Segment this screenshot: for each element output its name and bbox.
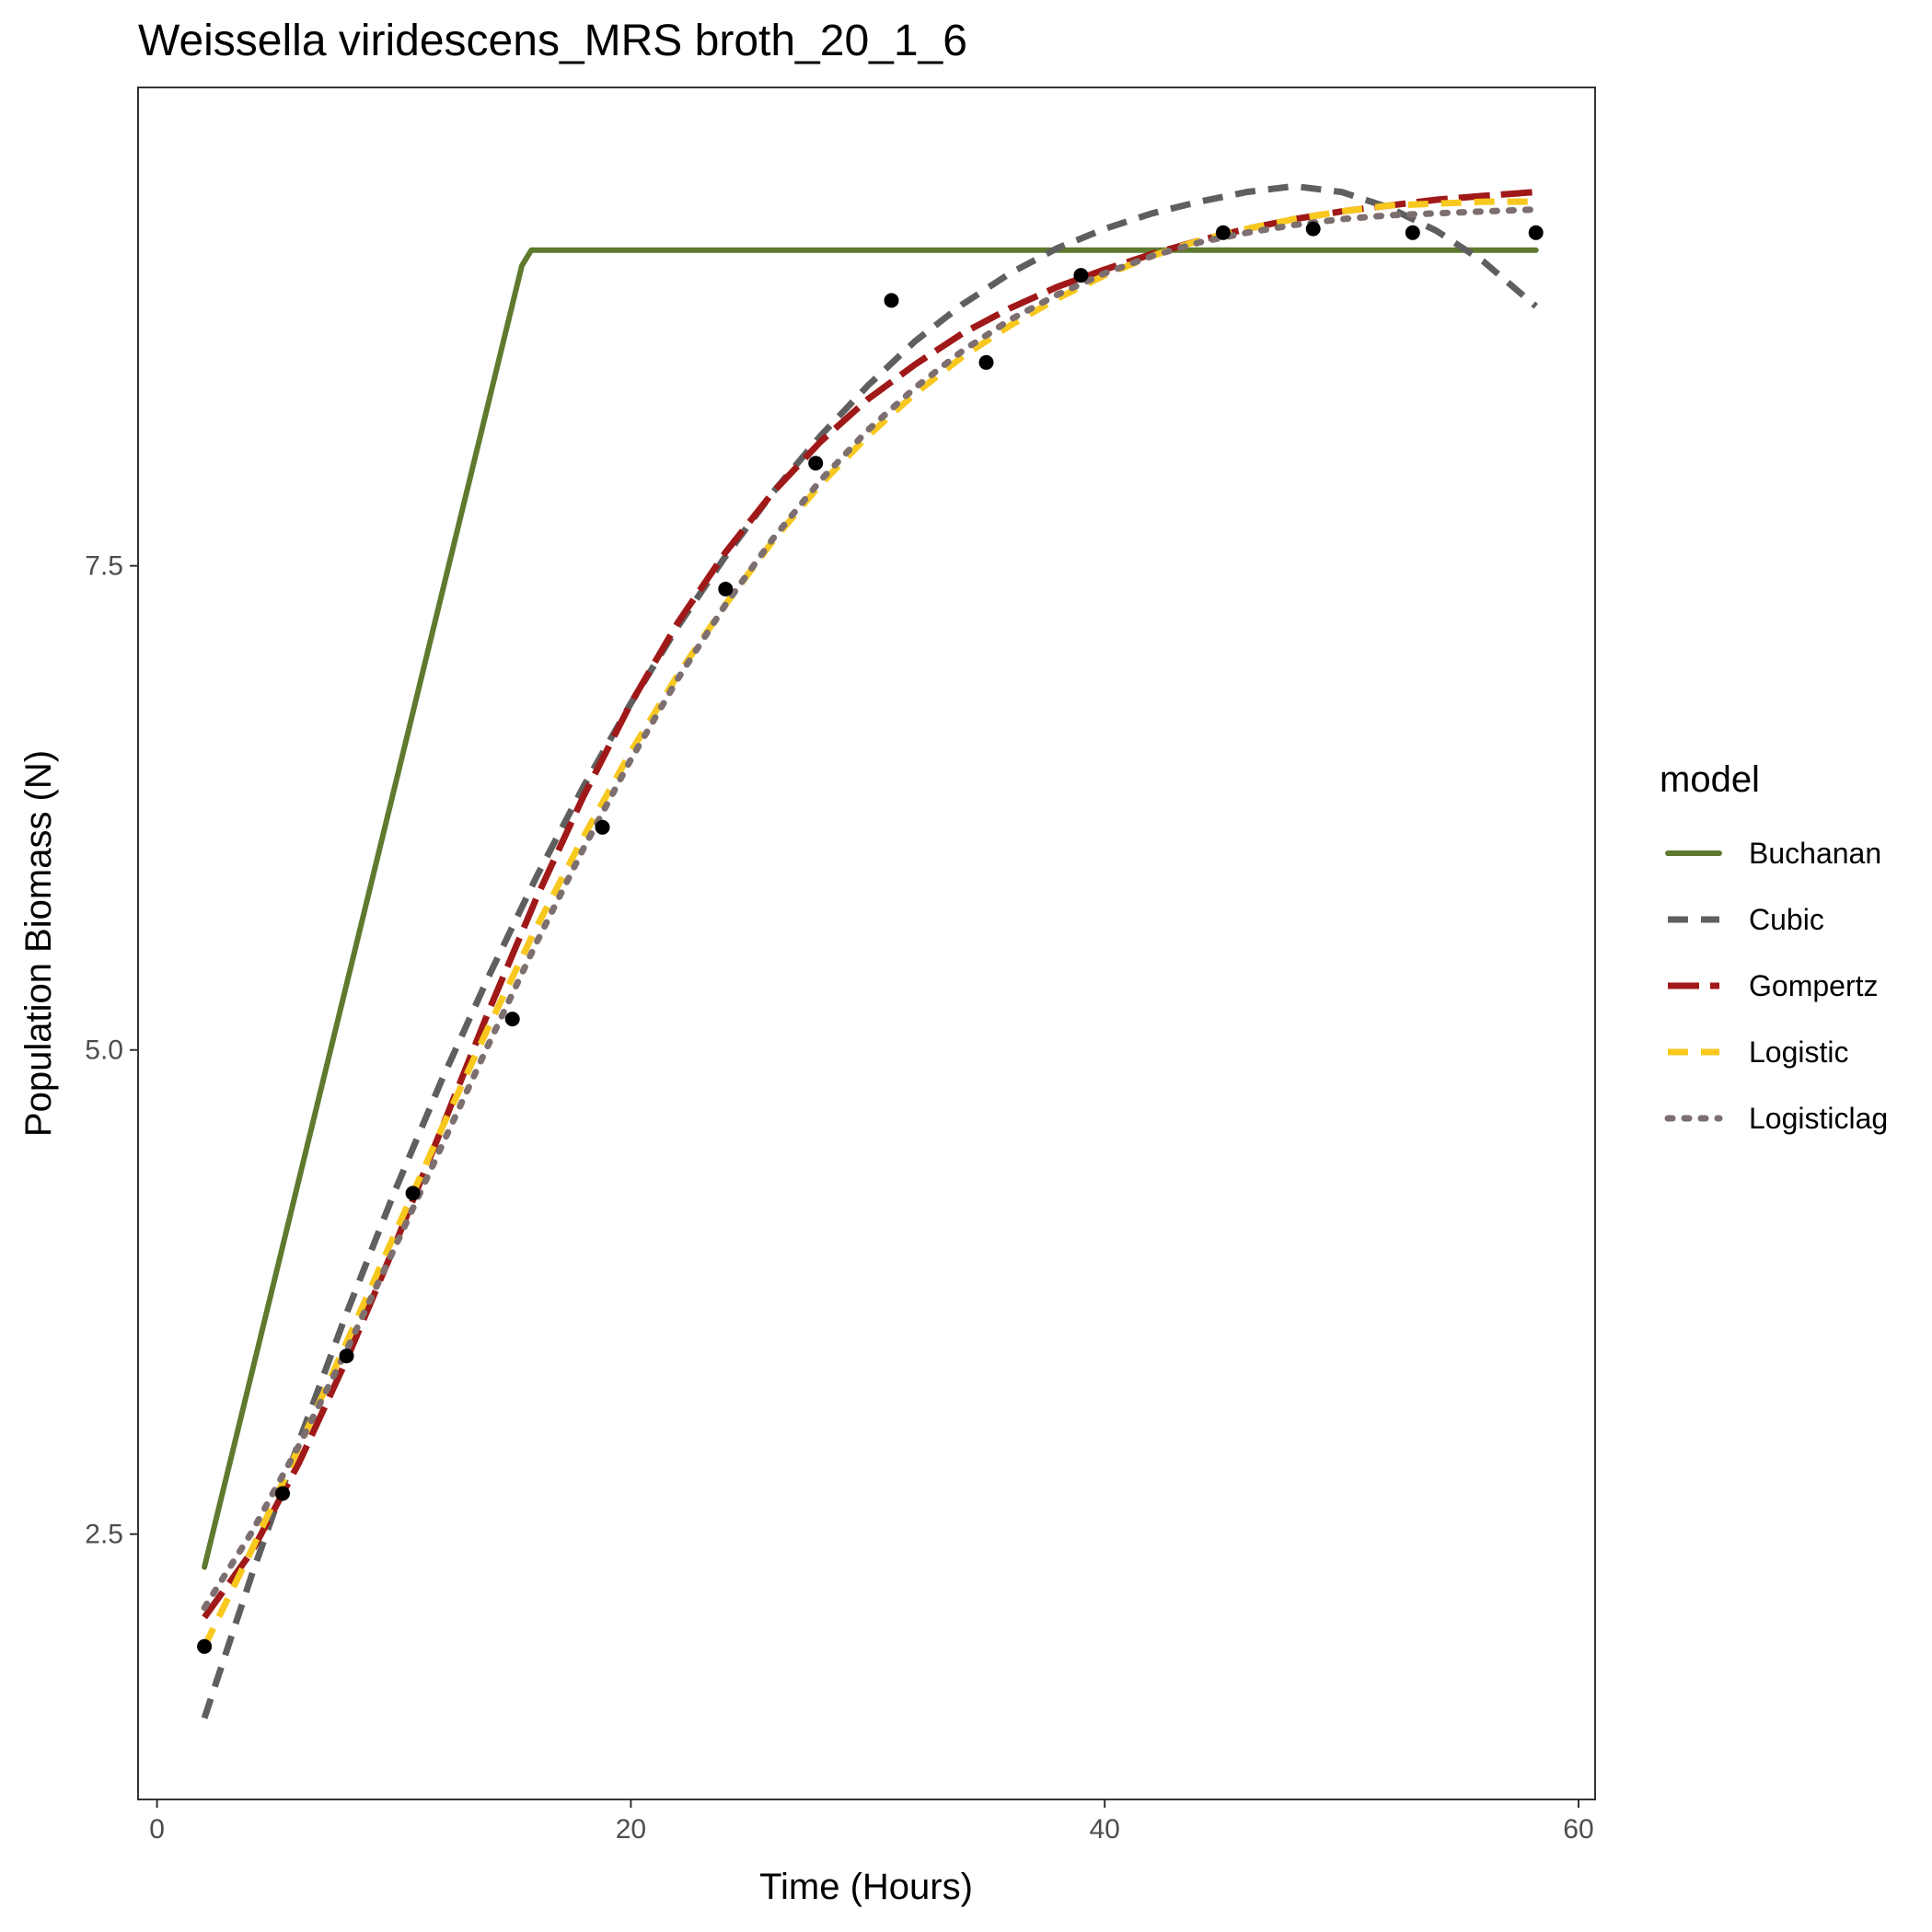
x-tick-label: 60 [1563,1814,1593,1845]
legend-title: model [1660,759,1760,800]
data-point [884,293,899,308]
legend-item-buchanan: Buchanan [1665,837,1881,870]
data-point [1215,225,1231,240]
legend-item-logisticlag: Logisticlag [1664,1102,1888,1135]
data-point [808,456,824,471]
series-line-buchanan [202,247,1539,1570]
legend-label: Logisticlag [1749,1102,1888,1135]
y-axis-title: Population Biomass (N) [18,750,59,1137]
legend-label: Logistic [1749,1035,1849,1069]
legend: model Buchanan Cubic Gompertz Logistic Logis… [1660,759,1888,1135]
y-tick-label: 5.0 [85,1035,123,1066]
x-tick-label: 40 [1089,1814,1119,1845]
data-point [1405,225,1420,240]
data-point [718,582,734,596]
plot-border [137,87,1596,1800]
x-tick-label: 20 [616,1814,646,1845]
series-line-cubic [201,182,1538,1719]
legend-item-gompertz: Gompertz [1668,969,1878,1002]
plot-area [137,87,1596,1800]
legend-label: Cubic [1749,903,1824,936]
legend-item-logistic: Logistic [1668,1035,1849,1069]
data-point [1305,221,1321,237]
x-tick-label: 0 [149,1814,165,1845]
legend-label: Gompertz [1749,969,1878,1002]
chart-title: Weissella viridescens_MRS broth_20_1_6 [138,17,967,65]
y-tick-label: 2.5 [85,1520,123,1550]
series-line-logistic [201,198,1536,1649]
legend-item-cubic: Cubic [1668,903,1824,936]
plot-panel [138,87,1595,1799]
x-axis: 0 20 40 60 [149,1799,1594,1845]
data-point [339,1348,354,1364]
y-tick-label: 7.5 [85,551,123,582]
data-point [275,1486,290,1501]
data-point [1528,225,1544,240]
data-point [405,1186,421,1201]
legend-label: Buchanan [1749,837,1881,870]
legend-items: Buchanan Cubic Gompertz Logistic Logisticlag [1664,837,1888,1135]
data-point [197,1638,213,1654]
data-point [595,819,610,835]
data-point [978,354,994,370]
x-axis-title: Time (Hours) [759,1867,973,1907]
points-layer [197,221,1544,1654]
data-point [504,1012,520,1027]
data-point [1073,268,1089,283]
y-axis: 2.5 5.0 7.5 [85,551,138,1550]
